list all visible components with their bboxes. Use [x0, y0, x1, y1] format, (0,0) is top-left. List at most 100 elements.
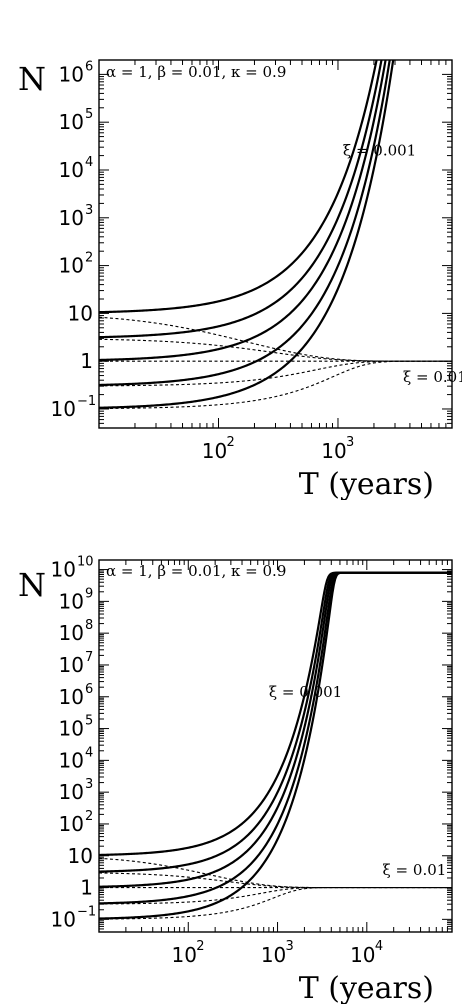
- chart-top-svg: N T (years) α = 1, β = 0.01, κ = 0.9 10 6…: [18, 59, 462, 500]
- y-tick-base: 10: [59, 62, 84, 86]
- x-tick-exponent: 4: [375, 939, 383, 954]
- y-tick-label: 10 2: [59, 251, 94, 278]
- y-tick-label: 10 3: [59, 777, 94, 804]
- y-axis-label: N: [18, 566, 46, 604]
- chart-bottom-panel: N T (years) α = 1, β = 0.01, κ = 0.9 10 1…: [0, 500, 462, 1004]
- y-tick-base: 1: [80, 876, 93, 900]
- y-tick-label: 10 5: [59, 714, 94, 741]
- y-tick-label: 10 10: [51, 555, 94, 582]
- y-tick-base: 10: [68, 301, 93, 325]
- solid-series-line: [99, 60, 395, 409]
- y-tick-label: 10 −1: [51, 394, 97, 421]
- y-tick-base: 10: [59, 110, 84, 134]
- dotted-series-line: [99, 360, 452, 410]
- dotted-series-line: [99, 886, 452, 905]
- y-tick-label: 10 4: [59, 745, 94, 772]
- y-tick-label: 10 2: [59, 809, 94, 836]
- solid-series-line: [99, 571, 452, 888]
- y-tick-label: 10 −1: [51, 904, 97, 931]
- plot-frame: [98, 559, 453, 933]
- y-tick-base: 10: [51, 397, 76, 421]
- x-tick-base: 10: [321, 439, 346, 463]
- x-axis-label: T (years): [299, 971, 434, 1004]
- y-tick-base: 10: [59, 812, 84, 836]
- y-tick-base: 10: [51, 558, 76, 582]
- solid-series-line: [99, 60, 391, 387]
- x-tick-label: 10 2: [202, 435, 235, 463]
- solid-series-line: [99, 571, 452, 920]
- y-tick-exponent: 5: [85, 714, 93, 729]
- y-tick-exponent: −1: [77, 904, 96, 919]
- y-tick-label: 10 3: [59, 203, 94, 230]
- y-tick-exponent: 9: [85, 586, 93, 601]
- y-tick-exponent: 8: [85, 618, 93, 633]
- x-tick-exponent: 2: [196, 939, 204, 954]
- curves-group: [99, 60, 452, 410]
- y-tick-base: 10: [59, 158, 84, 182]
- y-tick-label: 1: [80, 876, 93, 900]
- y-tick-label: 10 7: [59, 650, 94, 677]
- y-tick-exponent: 2: [85, 251, 93, 266]
- x-tick-exponent: 3: [346, 435, 354, 450]
- dotted-series-line: [99, 360, 452, 387]
- y-tick-exponent: 10: [77, 555, 94, 570]
- y-tick-base: 10: [59, 254, 84, 278]
- y-tick-label: 1: [80, 349, 93, 373]
- y-tick-label: 10 9: [59, 586, 94, 613]
- y-tick-base: 10: [59, 589, 84, 613]
- xi-annotation: ξ = 0.001: [343, 142, 416, 160]
- y-tick-label: 10: [68, 301, 93, 325]
- y-tick-base: 10: [59, 685, 84, 709]
- y-tick-exponent: −1: [77, 394, 96, 409]
- curves-group: [99, 571, 452, 920]
- y-tick-exponent: 6: [85, 59, 93, 74]
- dotted-series-line: [99, 338, 452, 362]
- y-tick-base: 10: [59, 653, 84, 677]
- solid-series-line: [99, 60, 383, 339]
- x-tick-base: 10: [202, 439, 227, 463]
- y-tick-base: 10: [59, 748, 84, 772]
- y-tick-exponent: 2: [85, 809, 93, 824]
- dotted-series-line: [99, 886, 452, 920]
- x-tick-base: 10: [172, 943, 197, 967]
- params-text: α = 1, β = 0.01, κ = 0.9: [106, 63, 286, 81]
- y-tick-exponent: 7: [85, 650, 93, 665]
- y-tick-exponent: 3: [85, 777, 93, 792]
- y-tick-base: 10: [68, 844, 93, 868]
- x-tick-label: 10 4: [350, 939, 383, 967]
- chart-bottom-svg: N T (years) α = 1, β = 0.01, κ = 0.9 10 1…: [18, 555, 453, 1004]
- y-tick-base: 10: [59, 717, 84, 741]
- y-tick-label: 10: [68, 844, 93, 868]
- x-tick-label: 10 3: [261, 939, 294, 967]
- y-tick-base: 10: [59, 621, 84, 645]
- solid-series-line: [99, 571, 452, 905]
- x-tick-base: 10: [350, 943, 375, 967]
- y-tick-label: 10 6: [59, 682, 94, 709]
- xi-annotation: ξ = 0.001: [269, 683, 342, 701]
- y-tick-label: 10 5: [59, 107, 94, 134]
- solid-series-line: [99, 60, 378, 314]
- solid-series-line: [99, 60, 387, 362]
- y-tick-label: 10 8: [59, 618, 94, 645]
- y-tick-base: 10: [51, 907, 76, 931]
- y-tick-exponent: 4: [85, 745, 93, 760]
- y-tick-exponent: 5: [85, 107, 93, 122]
- y-tick-exponent: 3: [85, 203, 93, 218]
- y-tick-base: 10: [59, 780, 84, 804]
- y-tick-exponent: 6: [85, 682, 93, 697]
- y-tick-label: 10 4: [59, 155, 94, 182]
- x-tick-label: 10 2: [172, 939, 205, 967]
- y-tick-base: 1: [80, 349, 93, 373]
- x-tick-exponent: 2: [226, 435, 234, 450]
- y-tick-exponent: 4: [85, 155, 93, 170]
- x-tick-base: 10: [261, 943, 286, 967]
- y-tick-base: 10: [59, 206, 84, 230]
- y-tick-label: 10 6: [59, 59, 94, 86]
- x-tick-label: 10 3: [321, 435, 354, 463]
- xi-annotation: ξ = 0.01: [383, 861, 447, 879]
- x-tick-exponent: 3: [286, 939, 294, 954]
- dotted-series-line: [99, 872, 452, 889]
- x-axis-label: T (years): [299, 467, 434, 500]
- chart-top-panel: N T (years) α = 1, β = 0.01, κ = 0.9 10 6…: [0, 0, 462, 500]
- xi-annotation: ξ = 0.01: [403, 368, 462, 386]
